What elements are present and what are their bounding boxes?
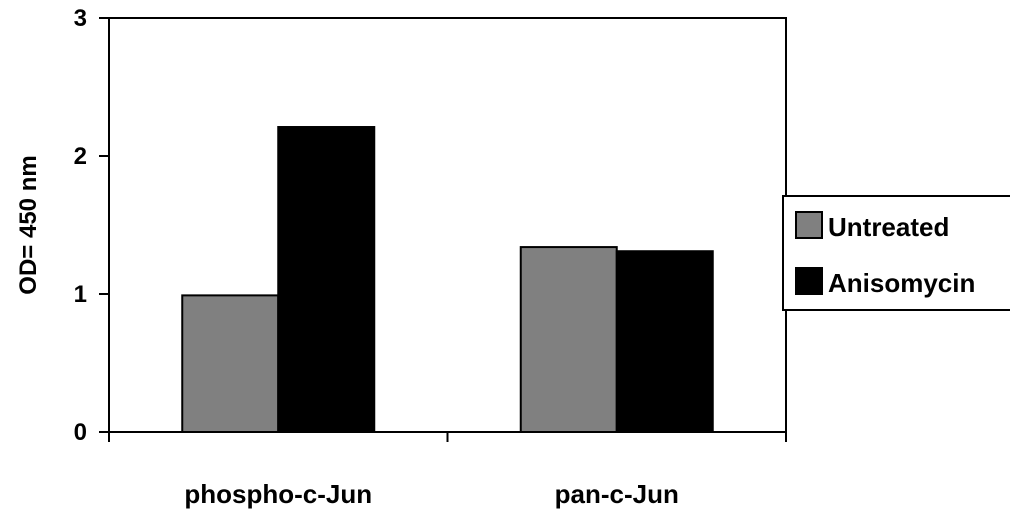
bar-untreated-0 — [181, 294, 280, 433]
y-axis-label: OD= 450 nm — [15, 155, 42, 294]
legend: Untreated Anisomycin — [782, 195, 1010, 311]
legend-swatch-1 — [795, 267, 823, 295]
y-tick-label-3: 3 — [74, 5, 87, 32]
legend-label-0: Untreated — [828, 212, 949, 242]
bar-untreated-1 — [519, 246, 618, 433]
x-category-label-0: phospho-c-Jun — [184, 479, 372, 509]
y-tick-label-0: 0 — [74, 419, 87, 446]
y-axis: 0 1 2 3 — [74, 5, 109, 446]
y-tick-label-1: 1 — [74, 281, 87, 308]
bar-anisomycin-1 — [615, 250, 714, 433]
x-category-label-1: pan-c-Jun — [555, 479, 679, 509]
x-axis: phospho-c-Jun pan-c-Jun — [108, 432, 787, 509]
legend-swatch-0 — [795, 211, 823, 239]
bar-anisomycin-0 — [277, 126, 376, 434]
legend-label-1: Anisomycin — [828, 268, 975, 298]
bars-group — [181, 126, 714, 434]
y-tick-label-2: 2 — [74, 143, 87, 170]
